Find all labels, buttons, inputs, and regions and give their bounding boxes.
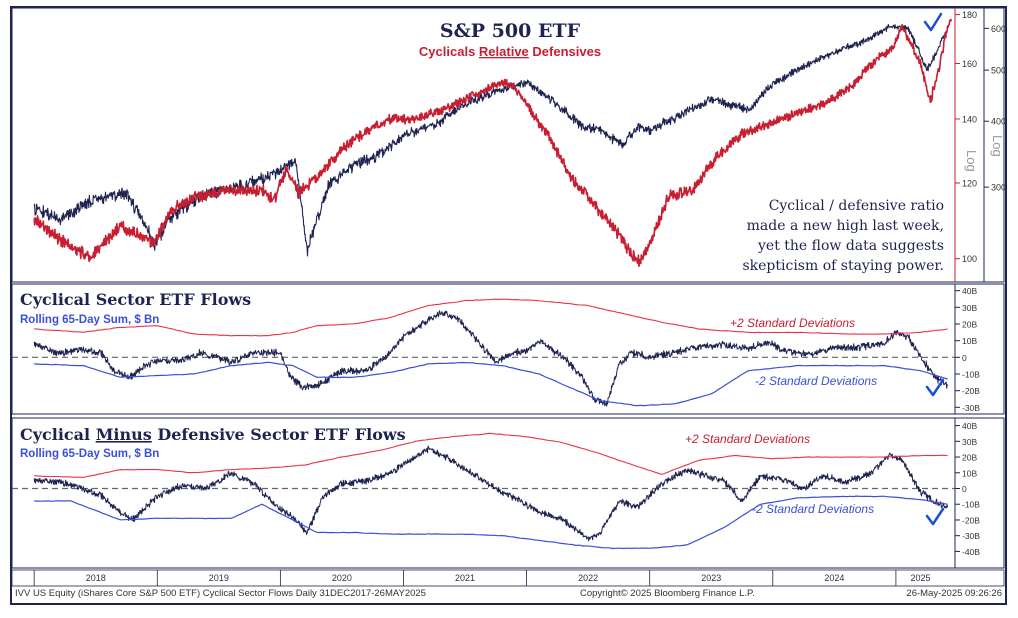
panel-price-ticks-left: 100 120 140 160 180 — [955, 10, 977, 264]
x-axis: 2018 2019 2020 2021 2022 2023 2024 2025 — [11, 569, 1005, 587]
panel-cyclical-flows-subtitle: Rolling 65-Day Sum, $ Bn — [20, 314, 159, 326]
tick-label-3: 10B — [962, 468, 977, 478]
checkmark-icon — [925, 507, 945, 526]
outer-frame — [10, 6, 1007, 605]
tick-label-2: 20B — [962, 453, 977, 463]
tick-label-3: 10B — [962, 336, 977, 346]
x-tick-label-6: 2024 — [824, 573, 844, 583]
annotation-text: Cyclical / defensive ratio made a new hi… — [742, 198, 944, 274]
series-line-etf — [33, 23, 946, 257]
series-line-flow — [33, 310, 949, 407]
subtitle-part-1: Cyclicals — [419, 44, 479, 59]
tick-label-left-3: 160 — [962, 59, 977, 69]
tick-label-2: 20B — [962, 320, 977, 330]
x-tick-label-2: 2020 — [332, 573, 352, 583]
title-part-3: Defensive Sector ETF Flows — [152, 425, 406, 444]
band-lower-label: -2 Standard Deviations — [755, 374, 877, 388]
annotation-line-2: made a new high last week, — [747, 218, 944, 234]
tick-label-left-2: 140 — [962, 114, 977, 124]
tick-label-5: -10B — [962, 500, 980, 510]
subtitle-part-2: Relative — [479, 44, 529, 59]
tick-label-right-0: 300 — [991, 183, 1006, 193]
x-axis-band — [11, 569, 1005, 587]
panel-cyclical-flows-series — [33, 298, 949, 407]
tick-label-left-1: 120 — [962, 178, 977, 188]
tick-label-1: 30B — [962, 437, 977, 447]
axis-left-label: Log — [964, 150, 979, 172]
annotation-line-4: skepticism of staying power. — [742, 258, 944, 274]
series-line-flow — [33, 445, 949, 542]
tick-label-right-2: 500 — [991, 66, 1006, 76]
x-tick-label-7: 2025 — [911, 573, 931, 583]
series-line-ratio — [33, 18, 953, 267]
panel-price-series — [33, 18, 953, 267]
footer-copyright: Copyright© 2025 Bloomberg Finance L.P. — [580, 588, 755, 599]
x-tick-label-0: 2018 — [86, 573, 106, 583]
footer-source: IVV US Equity (iShares Core S&P 500 ETF)… — [15, 588, 426, 599]
tick-label-7: -30B — [962, 403, 980, 413]
footer-timestamp: 26-May-2025 09:26:26 — [906, 588, 1002, 599]
series-line-upper — [34, 298, 948, 337]
band-lower-label: -2 Standard Deviations — [752, 502, 874, 516]
annotation-line-3: yet the flow data suggests — [757, 238, 944, 254]
subtitle-part-3: Defensives — [529, 44, 601, 59]
tick-label-4: 0 — [962, 353, 967, 363]
panel-relative-flows-series — [33, 432, 949, 550]
tick-label-6: -20B — [962, 515, 980, 525]
tick-label-0: 40B — [962, 421, 977, 431]
x-tick-label-5: 2023 — [701, 573, 721, 583]
tick-label-left-0: 100 — [962, 254, 977, 264]
panel-price: 100 120 140 160 180 300 400 500 600 Log Log S&P… — [11, 7, 1006, 283]
title-part-1: Cyclical — [20, 425, 96, 444]
panel-relative-flows-subtitle: Rolling 65-Day Sum, $ Bn — [20, 448, 159, 460]
annotation-line-1: Cyclical / defensive ratio — [769, 198, 944, 214]
series-line-upper — [34, 432, 948, 478]
x-tick-label-4: 2022 — [578, 573, 598, 583]
panel-price-border — [11, 7, 1005, 283]
tick-label-0: 40B — [962, 286, 977, 296]
x-tick-label-3: 2021 — [455, 573, 475, 583]
title-part-2: Minus — [96, 425, 152, 444]
panel-relative-flows-border — [11, 417, 1005, 569]
tick-label-1: 30B — [962, 303, 977, 313]
panel-price-ticks-right: 300 400 500 600 — [984, 24, 1006, 193]
x-tick-label-1: 2019 — [209, 573, 229, 583]
checkmark-icon — [923, 12, 943, 32]
tick-label-8: -40B — [962, 547, 980, 557]
chart-subtitle: Cyclicals Relative Defensives — [419, 44, 601, 59]
panel-relative-flows-ticks: 40B 30B 20B 10B 0 -10B -20B -30B -40B — [955, 421, 980, 557]
series-line-lower — [34, 361, 948, 407]
tick-label-right-1: 400 — [991, 117, 1006, 127]
axis-right-label: Log — [990, 135, 1005, 157]
panel-cyclical-flows-title: Cyclical Sector ETF Flows — [20, 290, 251, 309]
panel-relative-flows: 40B 30B 20B 10B 0 -10B -20B -30B -40B Cyclical M… — [11, 417, 1005, 569]
panel-relative-flows-title: Cyclical Minus Defensive Sector ETF Flow… — [20, 425, 406, 444]
tick-label-5: -10B — [962, 370, 980, 380]
chart-title: S&P 500 ETF — [440, 20, 581, 42]
tick-label-6: -20B — [962, 386, 980, 396]
checkmark-icon — [925, 378, 945, 397]
band-upper-label: +2 Standard Deviations — [730, 316, 855, 330]
tick-label-right-3: 600 — [991, 24, 1006, 34]
tick-label-7: -30B — [962, 531, 980, 541]
tick-label-4: 0 — [962, 484, 967, 494]
panel-cyclical-flows: 40B 30B 20B 10B 0 -10B -20B -30B Cyclical Secto… — [11, 283, 1005, 415]
panel-cyclical-flows-ticks: 40B 30B 20B 10B 0 -10B -20B -30B — [955, 286, 980, 413]
series-line-lower — [34, 495, 948, 550]
band-upper-label: +2 Standard Deviations — [685, 432, 810, 446]
tick-label-left-4: 180 — [962, 10, 977, 20]
